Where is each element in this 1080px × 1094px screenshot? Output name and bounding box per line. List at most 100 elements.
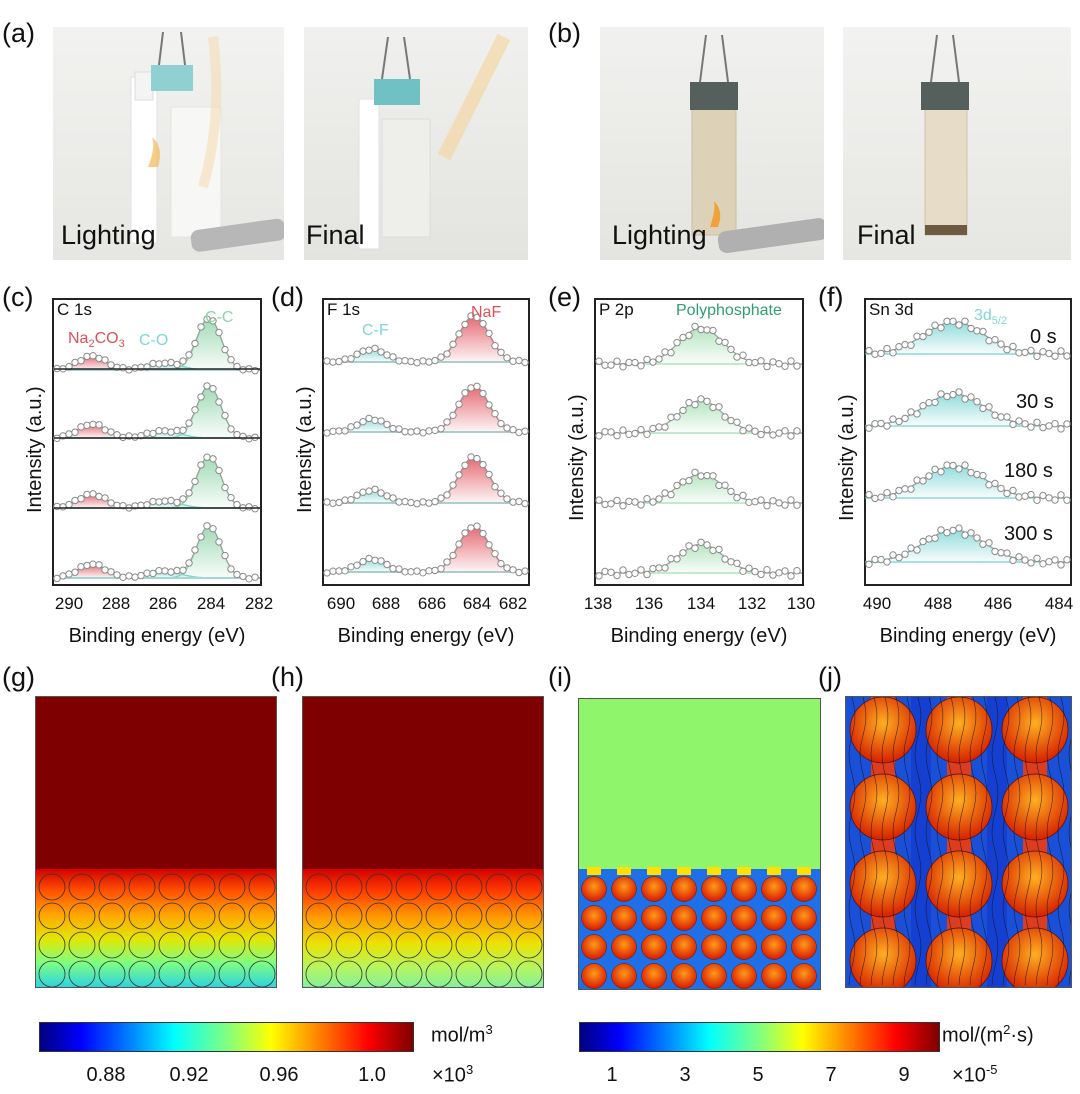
svg-g-particle	[248, 902, 276, 930]
svg-c-datapoint	[143, 429, 151, 437]
svg-f-datapoint	[1039, 348, 1047, 356]
sim-i-hotspot	[707, 867, 721, 875]
svg-f-datapoint	[1027, 423, 1035, 431]
svg-h-particle	[365, 931, 393, 959]
sim-i-hotspot	[767, 867, 781, 875]
svg-g-particle	[68, 931, 96, 959]
e-title: P 2p	[599, 300, 634, 319]
svg-e-datapoint	[673, 413, 681, 421]
sim-j-field-line	[936, 697, 944, 986]
f-tick-1: 488	[923, 594, 953, 613]
svg-c-datapoint	[203, 453, 211, 461]
svg-g-particle	[38, 902, 66, 930]
svg-e-datapoint	[601, 428, 609, 436]
svg-d-datapoint	[347, 355, 355, 363]
svg-c-datapoint	[149, 429, 157, 438]
svg-f-datapoint	[1045, 349, 1053, 358]
svg-g-particle	[68, 873, 96, 901]
svg-c-datapoint	[191, 546, 199, 554]
svg-g-particle	[38, 931, 66, 959]
svg-f-datapoint	[949, 390, 957, 399]
svg-c-datapoint	[143, 501, 151, 509]
svg-f-datapoint	[1057, 561, 1065, 569]
svg-d-datapoint	[365, 487, 373, 495]
svg-d-datapoint	[449, 481, 457, 489]
svg-e-datapoint	[661, 489, 669, 497]
svg-f-datapoint	[1027, 490, 1035, 499]
svg-c-datapoint	[191, 339, 199, 348]
svg-f-datapoint	[889, 493, 897, 501]
svg-d-datapoint	[359, 488, 367, 496]
sim-j-field-line	[914, 697, 922, 986]
svg-e-datapoint	[655, 423, 663, 431]
svg-f-datapoint	[1051, 496, 1059, 504]
svg-e-datapoint	[721, 481, 729, 489]
svg-f-datapoint	[961, 395, 969, 403]
svg-c-datapoint	[227, 425, 235, 433]
svg-c-datapoint	[119, 364, 127, 372]
svg-c-datapoint	[251, 573, 259, 581]
xps-c1s-plot	[52, 298, 262, 586]
svg-e-datapoint	[649, 424, 657, 433]
svg-e-datapoint	[751, 567, 759, 576]
svg-e-datapoint	[793, 567, 801, 575]
svg-c-datapoint	[197, 323, 205, 331]
svg-e-datapoint	[619, 566, 627, 574]
sim-i-particle	[671, 934, 697, 960]
panel-label-g: (g)	[2, 662, 35, 692]
svg-d-datapoint	[425, 358, 433, 366]
svg-e-datapoint	[727, 487, 735, 496]
svg-c-datapoint	[65, 430, 73, 438]
svg-e-datapoint	[775, 360, 783, 368]
svg-c-datapoint	[161, 427, 169, 435]
svg-f-datapoint	[973, 534, 981, 542]
svg-d-datapoint	[473, 313, 481, 322]
svg-h-particle	[305, 873, 333, 901]
svg-d-datapoint	[449, 411, 457, 420]
svg-c-datapoint	[71, 428, 79, 436]
svg-f-datapoint	[937, 526, 945, 534]
svg-e-datapoint	[607, 361, 615, 369]
svg-f-datapoint	[985, 481, 993, 489]
svg-e-datapoint	[709, 326, 717, 335]
xps-c1s-curves	[53, 315, 260, 583]
svg-f-datapoint	[877, 349, 885, 358]
panel-label-a: (a)	[2, 18, 35, 48]
svg-e-datapoint	[631, 498, 639, 506]
svg-d-datapoint	[515, 428, 523, 437]
svg-c-datapoint	[203, 522, 211, 530]
svg-d-datapoint	[395, 425, 403, 433]
svg-e-datapoint	[787, 572, 795, 580]
svg-f-datapoint	[943, 461, 951, 469]
colorbar-concentration	[39, 1022, 414, 1052]
svg-f-datapoint	[871, 555, 879, 564]
svg-f-datapoint	[925, 535, 933, 543]
svg-d-datapoint	[455, 400, 463, 408]
sim-i-particle	[671, 963, 697, 989]
svg-f-datapoint	[961, 317, 969, 325]
svg-g-particle	[128, 902, 156, 930]
svg-f-datapoint	[1009, 556, 1017, 565]
svg-e-datapoint	[691, 468, 699, 477]
svg-e-datapoint	[715, 403, 723, 411]
svg-e-datapoint	[703, 326, 711, 334]
svg-f-datapoint	[1063, 496, 1071, 504]
svg-f-datapoint	[931, 465, 939, 474]
svg-f-datapoint	[973, 470, 981, 479]
svg-e-peak	[596, 399, 802, 434]
panel-label-i: (i)	[548, 662, 572, 692]
svg-c-datapoint	[167, 428, 175, 436]
svg-f-datapoint	[1063, 556, 1071, 564]
svg-f-datapoint	[925, 472, 933, 480]
d-tick-0: 690	[326, 594, 356, 613]
sim-i-particle	[701, 934, 727, 960]
svg-e-datapoint	[631, 569, 639, 577]
svg-f-datapoint	[901, 414, 909, 423]
svg-e-datapoint	[709, 472, 717, 480]
photo-a-lighting: Lighting	[53, 27, 284, 260]
photo-a-final-caption: Final	[306, 220, 365, 250]
svg-d-datapoint	[329, 427, 337, 436]
svg-e-datapoint	[595, 432, 603, 440]
sim-j-field-line	[1024, 697, 1032, 986]
svg-c-datapoint	[119, 573, 127, 581]
